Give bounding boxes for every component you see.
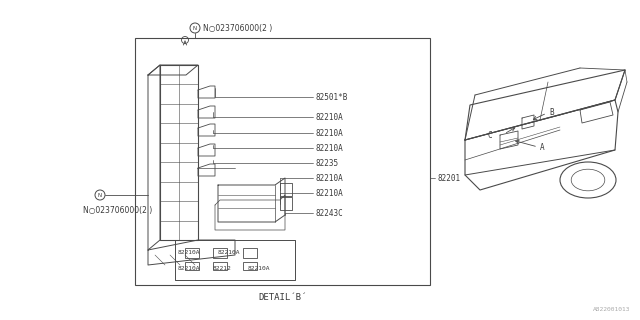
Text: 82212: 82212 [213, 266, 232, 270]
Text: C: C [487, 131, 492, 140]
Bar [135, 38, 430, 285]
Text: A: A [540, 142, 545, 151]
Text: 82243C: 82243C [315, 209, 343, 218]
Text: 82210A: 82210A [315, 188, 343, 197]
Bar [213, 262, 227, 270]
Text: N○023706000(2 ): N○023706000(2 ) [203, 23, 272, 33]
Text: N: N [98, 193, 102, 197]
Text: 82235: 82235 [315, 158, 338, 167]
Text: B: B [549, 108, 554, 116]
Text: 82210A: 82210A [218, 250, 241, 254]
Text: 82210A: 82210A [178, 266, 200, 270]
Text: DETAIL´B´: DETAIL´B´ [259, 293, 307, 302]
Text: 82501*B: 82501*B [315, 92, 348, 101]
Bar [185, 262, 199, 270]
Text: 82210A: 82210A [248, 266, 271, 270]
Bar [213, 248, 227, 258]
Text: 82210A: 82210A [315, 173, 343, 182]
Text: A822001013: A822001013 [593, 307, 630, 312]
Text: 82201: 82201 [437, 173, 460, 182]
Text: N: N [193, 26, 197, 30]
Bar [185, 248, 199, 258]
Text: N○023706000(2 ): N○023706000(2 ) [83, 205, 152, 214]
Text: 82210A: 82210A [315, 129, 343, 138]
Text: 82210A: 82210A [315, 113, 343, 122]
Text: 82210A: 82210A [315, 143, 343, 153]
Bar [243, 262, 257, 270]
Text: 82210A: 82210A [178, 250, 200, 254]
Bar [243, 248, 257, 258]
